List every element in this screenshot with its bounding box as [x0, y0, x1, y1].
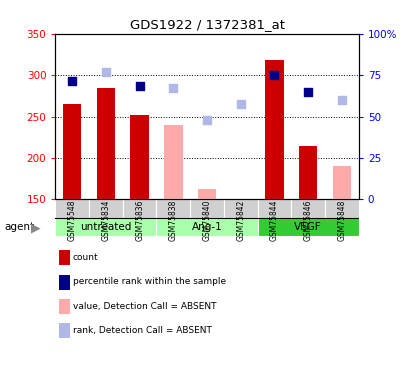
Text: GSM75834: GSM75834	[101, 200, 110, 241]
Point	[170, 85, 176, 91]
Point	[136, 83, 143, 89]
Text: GSM75548: GSM75548	[67, 200, 76, 241]
Text: GSM75844: GSM75844	[269, 200, 278, 241]
Bar	[55, 200, 89, 218]
Bar	[55, 218, 156, 236]
Text: agent: agent	[4, 222, 34, 232]
Text: GSM75840: GSM75840	[202, 200, 211, 241]
Bar	[257, 218, 358, 236]
Bar	[190, 200, 223, 218]
Bar	[130, 115, 148, 200]
Point	[304, 89, 311, 95]
Text: value, Detection Call = ABSENT: value, Detection Call = ABSENT	[73, 302, 216, 311]
Bar	[291, 200, 324, 218]
Text: percentile rank within the sample: percentile rank within the sample	[73, 278, 225, 286]
Bar	[122, 200, 156, 218]
Bar	[63, 104, 81, 200]
Bar	[223, 200, 257, 218]
Text: ▶: ▶	[31, 221, 40, 234]
Text: GSM75838: GSM75838	[169, 200, 178, 241]
Point	[270, 72, 277, 78]
Bar	[89, 200, 122, 218]
Bar	[265, 60, 283, 200]
Bar	[156, 200, 190, 218]
Text: Ang-1: Ang-1	[191, 222, 222, 232]
Point	[237, 101, 243, 107]
Text: GSM75842: GSM75842	[236, 200, 245, 241]
Text: rank, Detection Call = ABSENT: rank, Detection Call = ABSENT	[73, 326, 211, 335]
Bar	[332, 166, 350, 200]
Bar	[97, 88, 115, 200]
Point	[102, 69, 109, 75]
Bar	[164, 125, 182, 200]
Text: GSM75836: GSM75836	[135, 200, 144, 241]
Title: GDS1922 / 1372381_at: GDS1922 / 1372381_at	[129, 18, 284, 31]
Point	[338, 97, 344, 103]
Bar	[257, 200, 291, 218]
Point	[69, 78, 75, 84]
Text: GSM75848: GSM75848	[337, 200, 346, 241]
Bar	[197, 189, 216, 200]
Bar	[156, 218, 257, 236]
Text: VEGF: VEGF	[294, 222, 321, 232]
Bar	[298, 146, 317, 200]
Text: count: count	[73, 253, 99, 262]
Text: untreated: untreated	[80, 222, 131, 232]
Text: GSM75846: GSM75846	[303, 200, 312, 241]
Point	[203, 117, 210, 123]
Bar	[324, 200, 358, 218]
